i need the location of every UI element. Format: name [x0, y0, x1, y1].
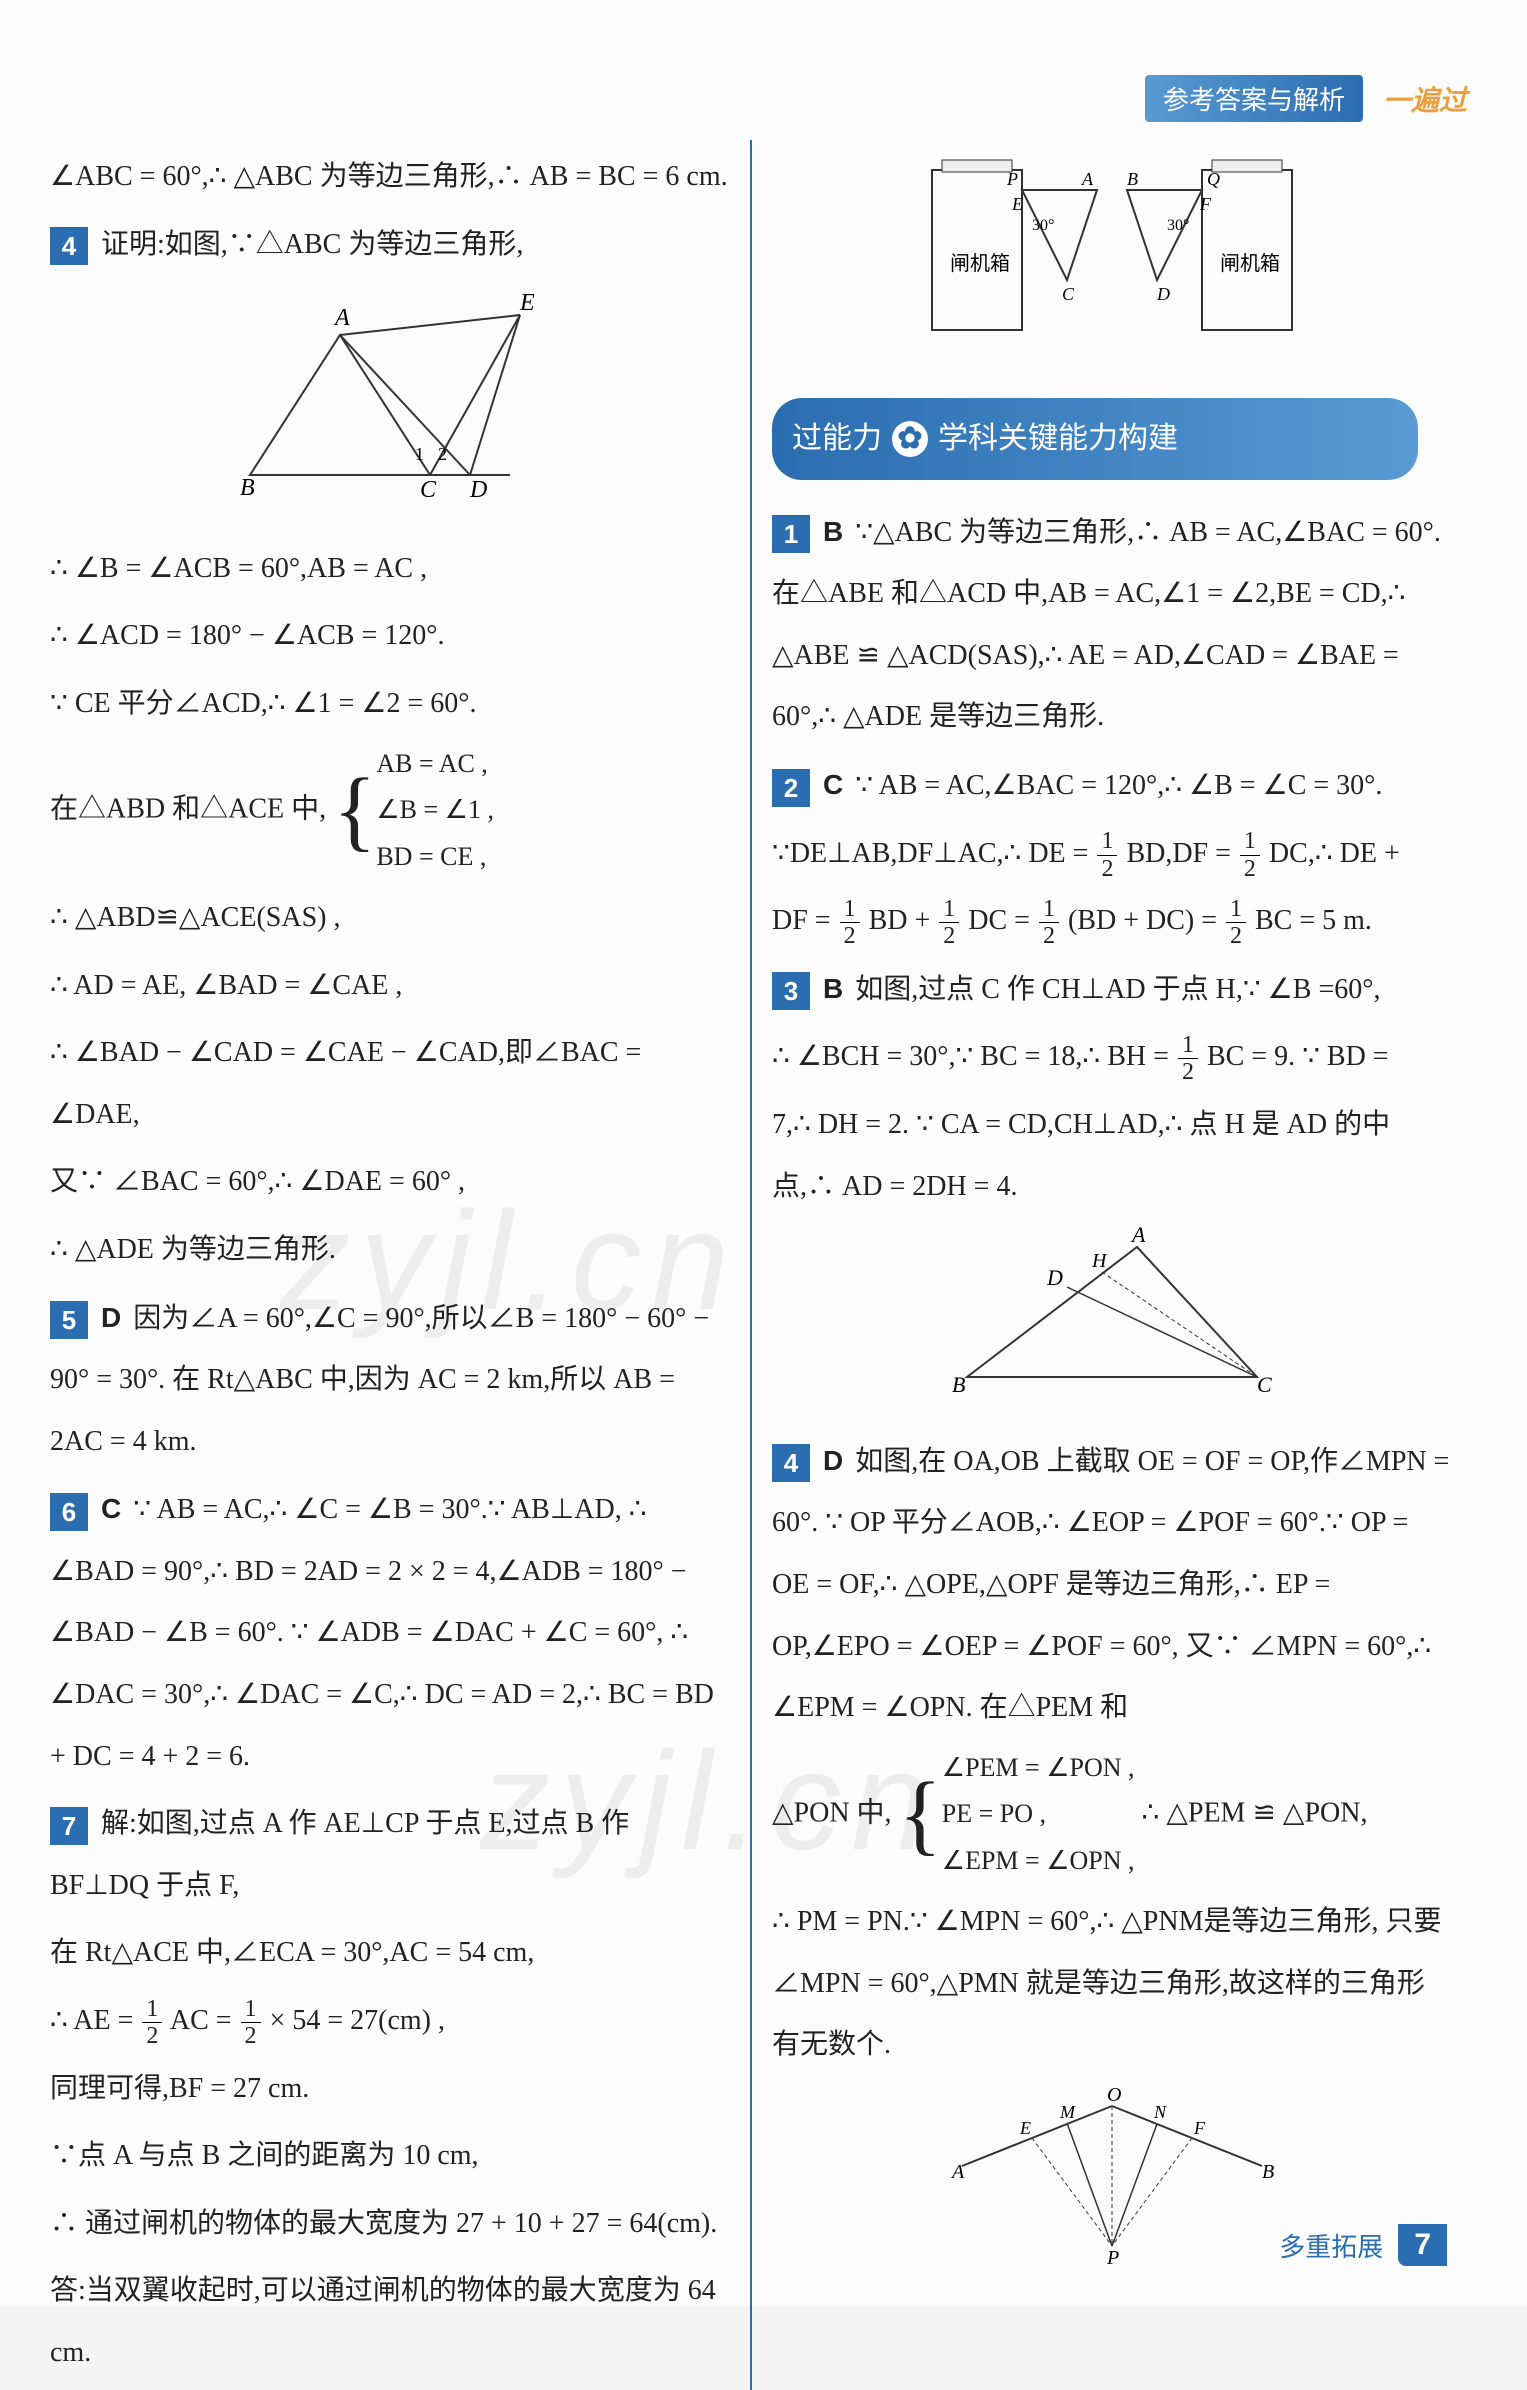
svg-text:A: A: [950, 2161, 965, 2183]
r-q1-number: 1: [772, 515, 810, 553]
r-q2-l3: DF = 12 BD + 12 DC = 12 (BD + DC) = 12 B…: [772, 890, 1452, 952]
page: 参考答案与解析 一遍过 zyjl.cn zyjl.cn ∠ABC = 60°,∴…: [0, 0, 1527, 2306]
svg-text:M: M: [1059, 2102, 1076, 2122]
q7-l6: 答:当双翼收起时,可以通过闸机的物体的最大宽度为 64 cm.: [50, 2260, 730, 2383]
svg-text:C: C: [1257, 1372, 1272, 1397]
q4-l6: ∴ AD = AE, ∠BAD = ∠CAE ,: [50, 955, 730, 1017]
q4-l3: ∵ CE 平分∠ACD,∴ ∠1 = ∠2 = 60°.: [50, 673, 730, 735]
content-columns: ∠ABC = 60°,∴ △ABC 为等边三角形,∴ AB = BC = 6 c…: [50, 140, 1477, 2390]
svg-text:2: 2: [438, 444, 447, 464]
q7-intro: 7 解:如图,过点 A 作 AE⊥CP 于点 E,过点 B 作 BF⊥DQ 于点…: [50, 1793, 730, 1916]
svg-text:A: A: [1081, 169, 1094, 189]
column-divider: [750, 140, 752, 2390]
r-q3-l2: ∴ ∠BCH = 30°,∵ BC = 18,∴ BH = 12 BC = 9.…: [772, 1026, 1452, 1088]
svg-text:B: B: [1262, 2161, 1274, 2183]
q6-number: 6: [50, 1493, 88, 1531]
r-q1-answer: B: [823, 516, 843, 547]
q7-number: 7: [50, 1807, 88, 1845]
svg-text:B: B: [240, 475, 255, 501]
svg-text:A: A: [1130, 1227, 1146, 1247]
q5-number: 5: [50, 1301, 88, 1339]
r-q3-answer: B: [823, 973, 843, 1004]
r-q3-l1: 3 B如图,过点 C 作 CH⊥AD 于点 H,∵ ∠B =60°,: [772, 958, 1452, 1021]
svg-text:E: E: [1019, 2118, 1031, 2138]
svg-text:F: F: [1199, 194, 1212, 214]
r-q2-l1: 2 C∵ AB = AC,∠BAC = 120°,∴ ∠B = ∠C = 30°…: [772, 754, 1452, 817]
r-q3-number: 3: [772, 972, 810, 1010]
section-right: 学科关键能力构建: [938, 406, 1178, 472]
q4-l1: ∴ ∠B = ∠ACB = 60°,AB = AC ,: [50, 538, 730, 600]
r-q4-answer: D: [823, 1445, 843, 1476]
svg-text:C: C: [420, 477, 437, 503]
section-banner: 过能力 ✿ 学科关键能力构建: [772, 398, 1418, 480]
q5-answer: D: [101, 1302, 121, 1333]
q6-answer: C: [101, 1493, 121, 1524]
r-q4-number: 4: [772, 1444, 810, 1482]
left-column: ∠ABC = 60°,∴ △ABC 为等边三角形,∴ AB = BC = 6 c…: [50, 140, 730, 2390]
footer: 多重拓展 7: [1279, 2224, 1447, 2266]
r-q4-sys: △PON 中, { ∠PEM = ∠PON , PE = PO , ∠EPM =…: [772, 1745, 1452, 1885]
svg-text:E: E: [519, 290, 535, 316]
svg-text:E: E: [1011, 194, 1023, 214]
figure-q3: A H D B C: [772, 1227, 1452, 1420]
q4-number: 4: [50, 227, 88, 265]
q7-l2: ∴ AE = 12 AC = 12 × 54 = 27(cm) ,: [50, 1990, 730, 2052]
q4-l8: 又∵ ∠BAC = 60°,∴ ∠DAE = 60° ,: [50, 1151, 730, 1213]
svg-text:Q: Q: [1207, 169, 1220, 189]
brace-system-r: { ∠PEM = ∠PON , PE = PO , ∠EPM = ∠OPN ,: [899, 1745, 1135, 1885]
brace-system: { AB = AC , ∠B = ∠1 , BD = CE ,: [333, 741, 494, 881]
svg-text:B: B: [1127, 169, 1138, 189]
page-number: 7: [1398, 2224, 1447, 2266]
svg-text:D: D: [1046, 1265, 1063, 1290]
q7-l5: ∴ 通过闸机的物体的最大宽度为 27 + 10 + 27 = 64(cm).: [50, 2193, 730, 2255]
svg-text:闸机箱: 闸机箱: [1220, 252, 1280, 275]
q4-l2: ∴ ∠ACD = 180° − ∠ACB = 120°.: [50, 605, 730, 667]
section-left: 过能力: [792, 406, 882, 472]
q6: 6 C∵ AB = AC,∴ ∠C = ∠B = 30°.∵ AB⊥AD, ∴ …: [50, 1478, 730, 1787]
q5: 5 D因为∠A = 60°,∠C = 90°,所以∠B = 180° − 60°…: [50, 1287, 730, 1473]
figure-q4: A E B C D 1 2: [50, 285, 730, 528]
gate-figure: P E A B Q F C D 30° 30° 闸机箱 闸机箱: [772, 150, 1452, 373]
svg-text:B: B: [952, 1372, 965, 1397]
svg-text:闸机箱: 闸机箱: [950, 252, 1010, 275]
q4-intro: 4 证明:如图,∵△ABC 为等边三角形,: [50, 214, 730, 276]
header-badge: 一遍过: [1383, 79, 1467, 119]
footer-text: 多重拓展: [1279, 2227, 1383, 2264]
header-banner: 参考答案与解析 一遍过: [1145, 75, 1467, 122]
r-q2-l2: ∵DE⊥AB,DF⊥AC,∴ DE = 12 BD,DF = 12 DC,∴ D…: [772, 823, 1452, 885]
q7-l1: 在 Rt△ACE 中,∠ECA = 30°,AC = 54 cm,: [50, 1922, 730, 1984]
svg-text:O: O: [1107, 2086, 1121, 2106]
svg-text:H: H: [1091, 1250, 1108, 1272]
svg-text:P: P: [1006, 169, 1018, 189]
svg-text:D: D: [469, 477, 487, 503]
right-column: P E A B Q F C D 30° 30° 闸机箱 闸机箱 过能力 ✿ 学科…: [772, 140, 1452, 2390]
q4-l5: ∴ △ABD≌△ACE(SAS) ,: [50, 887, 730, 949]
r-q4: 4 D如图,在 OA,OB 上截取 OE = OF = OP,作∠MPN = 6…: [772, 1430, 1452, 1739]
r-q2-number: 2: [772, 769, 810, 807]
svg-text:F: F: [1193, 2118, 1206, 2138]
svg-text:P: P: [1106, 2247, 1119, 2266]
q4-l7: ∴ ∠BAD − ∠CAD = ∠CAE − ∠CAD,即∠BAC = ∠DAE…: [50, 1022, 730, 1145]
section-icon: ✿: [892, 421, 928, 457]
q4-sys: 在△ABD 和△ACE 中, { AB = AC , ∠B = ∠1 , BD …: [50, 741, 730, 881]
r-q1: 1 B∵△ABC 为等边三角形,∴ AB = AC,∠BAC = 60°. 在△…: [772, 501, 1452, 748]
left-p1: ∠ABC = 60°,∴ △ABC 为等边三角形,∴ AB = BC = 6 c…: [50, 146, 730, 208]
svg-text:1: 1: [415, 444, 424, 464]
r-q2-answer: C: [823, 769, 843, 800]
q4-l9: ∴ △ADE 为等边三角形.: [50, 1219, 730, 1281]
r-q3-l3: 7,∴ DH = 2. ∵ CA = CD,CH⊥AD,∴ 点 H 是 AD 的…: [772, 1094, 1452, 1217]
q7-l4: ∵点 A 与点 B 之间的距离为 10 cm,: [50, 2125, 730, 2187]
fraction: 12: [241, 1996, 261, 2050]
svg-text:30°: 30°: [1167, 217, 1189, 234]
svg-text:C: C: [1062, 284, 1075, 304]
svg-text:D: D: [1156, 284, 1170, 304]
q7-l3: 同理可得,BF = 27 cm.: [50, 2058, 730, 2120]
header-title: 参考答案与解析: [1145, 75, 1363, 122]
svg-text:A: A: [333, 305, 350, 331]
r-q4-l2: ∴ PM = PN.∵ ∠MPN = 60°,∴ △PNM是等边三角形, 只要∠…: [772, 1891, 1452, 2076]
svg-text:30°: 30°: [1032, 217, 1054, 234]
svg-text:N: N: [1153, 2102, 1167, 2122]
fraction: 12: [142, 1996, 162, 2050]
